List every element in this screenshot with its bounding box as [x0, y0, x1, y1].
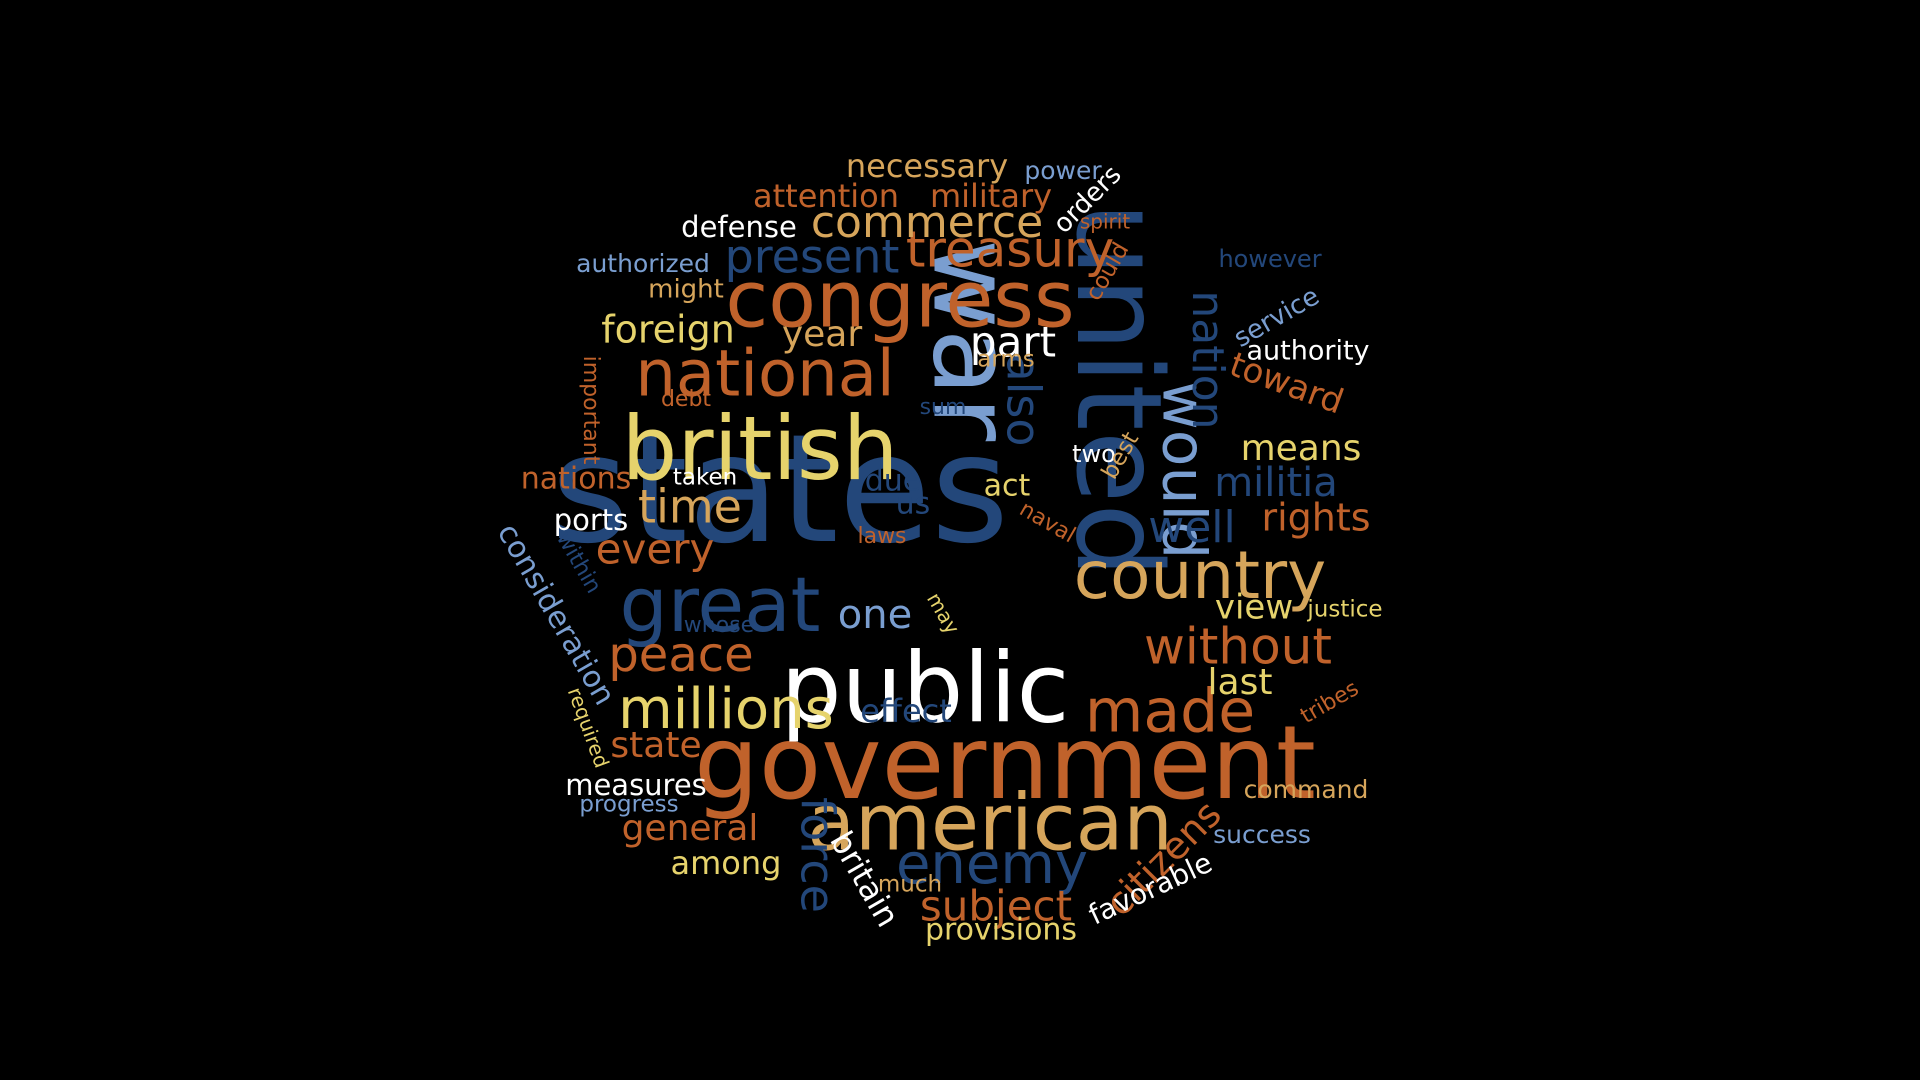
word-among: among [671, 844, 782, 882]
word-effect: effect [860, 692, 952, 730]
word-treasury: treasury [906, 221, 1114, 279]
word-national: national [635, 338, 894, 412]
word-sum: sum [920, 395, 967, 420]
word-provisions: provisions [925, 913, 1077, 948]
word-means: means [1241, 428, 1362, 469]
word-enemy: enemy [896, 832, 1088, 897]
word-authority: authority [1246, 336, 1369, 367]
word-rights: rights [1261, 496, 1370, 540]
word-justice: justice [1306, 597, 1382, 623]
word-last: last [1208, 662, 1273, 703]
word-united: united [1050, 202, 1188, 578]
word-part: part [970, 318, 1056, 367]
word-state: state [610, 725, 701, 766]
word-measures: measures [565, 768, 707, 802]
word-american: american [807, 778, 1173, 868]
word-made: made [1085, 677, 1255, 747]
word-foreign: foreign [601, 308, 735, 352]
word-country: country [1074, 537, 1326, 614]
word-every: every [596, 525, 715, 574]
word-us: us [896, 487, 931, 522]
word-public: public [781, 632, 1070, 744]
word-states: states [551, 403, 1009, 577]
word-general: general [622, 808, 759, 849]
word-also: also [997, 353, 1051, 446]
word-command: command [1244, 775, 1369, 804]
word-spirit: spirit [1080, 210, 1130, 234]
word-nations: nations [521, 462, 632, 497]
word-war: war [909, 239, 1037, 442]
word-debt: debt [661, 387, 711, 412]
word-ports: ports [554, 503, 629, 537]
word-commerce: commerce [811, 197, 1043, 248]
word-military: military [930, 177, 1052, 215]
word-government: government [694, 704, 1316, 823]
word-peace: peace [608, 627, 753, 683]
word-much: much [878, 872, 942, 898]
word-force: force [791, 797, 845, 913]
word-present: present [725, 230, 900, 284]
word-without: without [1144, 618, 1332, 676]
word-however: however [1218, 245, 1321, 273]
word-defense: defense [681, 210, 797, 244]
word-attention: attention [753, 177, 899, 215]
word-great: great [620, 560, 821, 649]
word-millions: millions [618, 677, 834, 742]
word-nation: nation [1182, 290, 1233, 429]
word-taken: taken [673, 465, 737, 491]
word-year: year [782, 314, 863, 355]
word-would: would [1148, 381, 1218, 560]
word-one: one [838, 592, 912, 638]
word-congress: congress [725, 255, 1074, 345]
word-well: well [1148, 502, 1236, 553]
word-due: due [865, 464, 922, 499]
word-act: act [984, 469, 1031, 504]
word-british: british [621, 397, 898, 500]
word-view: view [1215, 588, 1293, 628]
word-arms: arms [977, 347, 1035, 373]
word-power: power [1024, 156, 1102, 185]
word-necessary: necessary [846, 147, 1008, 185]
word-two: two [1072, 440, 1116, 468]
word-time: time [638, 480, 742, 534]
word-might: might [648, 275, 724, 305]
word-subject: subject [920, 882, 1072, 931]
word-progress: progress [579, 792, 678, 818]
word-authorized: authorized [576, 249, 710, 278]
word-laws: laws [857, 524, 906, 549]
word-success: success [1213, 820, 1311, 849]
word-whose: whose [684, 613, 754, 638]
word-militia: militia [1214, 460, 1338, 506]
word-important: important [578, 356, 603, 465]
